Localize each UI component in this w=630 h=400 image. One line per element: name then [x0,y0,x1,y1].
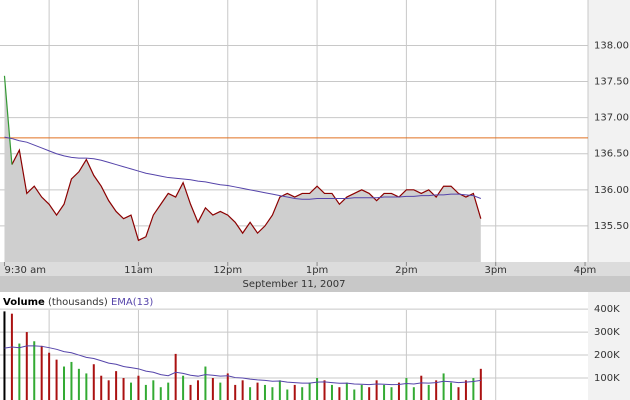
volume-bar [360,384,363,400]
volume-bar [33,341,36,400]
volume-bar [256,382,259,400]
date-band [0,276,630,292]
y-tick-label: 136.00 [594,185,629,196]
volume-bar [63,366,66,400]
volume-bar [316,378,319,400]
y-tick-label: 300K [594,327,620,338]
volume-bar [338,387,341,400]
volume-bar [293,384,296,400]
volume-bar [464,380,467,400]
volume-bar [174,353,177,400]
volume-bar [152,380,155,400]
volume-bar [241,380,244,400]
volume-bar [397,382,400,400]
legend-ema: EMA(13) [111,297,153,308]
volume-bar [226,373,229,400]
time-band [0,262,630,276]
volume-bar [129,382,132,400]
y-tick-label: 200K [594,350,620,361]
volume-bar [278,380,281,400]
volume-bar [196,380,199,400]
volume-bar [301,387,304,400]
volume-bar [330,384,333,400]
volume-title: Volume [3,297,45,308]
date-label: September 11, 2007 [243,279,346,290]
x-tick-label: 9:30 am [4,265,46,276]
volume-bar [308,382,311,400]
volume-bar [368,387,371,400]
volume-bar [10,313,13,400]
volume-bar [204,366,207,400]
volume-bar [286,389,289,400]
y-tick-label: 136.50 [594,149,629,160]
x-tick-label: 12pm [213,265,242,276]
volume-bar [122,378,125,400]
volume-bar [18,343,21,400]
volume-bar [144,384,147,400]
volume-bar [189,384,192,400]
price-area [4,75,481,262]
volume-bar [412,387,415,400]
volume-bar [472,378,475,400]
right-axis-bg [588,0,630,400]
volume-bar [77,368,80,400]
volume-bar [234,384,237,400]
volume-bar [211,378,214,400]
volume-bar [48,352,51,400]
volume-bar [3,311,6,400]
volume-bar [345,382,348,400]
y-tick-label: 137.50 [594,77,629,88]
volume-bar [353,389,356,400]
x-tick-label: 2pm [395,265,417,276]
volume-bar [263,384,266,400]
y-tick-label: 100K [594,373,620,384]
volume-bar [55,359,58,400]
price-open-segment [3,75,13,165]
volume-bar [405,378,408,400]
volume-bar [167,382,170,400]
x-tick-label: 11am [124,265,153,276]
volume-bar [159,387,162,400]
y-tick-label: 137.00 [594,113,629,124]
volume-bar [420,375,423,400]
volume-bar [435,380,438,400]
volume-bar [457,387,460,400]
y-tick-label: 138.00 [594,40,629,51]
ema-line [4,136,482,200]
volume-bar [107,380,110,400]
volume-bar [100,375,103,400]
volume-bar [70,361,73,400]
volume-bar [427,384,430,400]
volume-ema-line [4,345,481,386]
y-tick-label: 400K [594,304,620,315]
volume-subtitle: (thousands) [48,297,108,308]
volume-bar [390,387,393,400]
volume-bar [442,373,445,400]
volume-bar [375,380,378,400]
volume-bar [85,373,88,400]
volume-bar [182,375,185,400]
x-tick-label: 1pm [306,265,328,276]
volume-bar [323,380,326,400]
x-tick-label: 4pm [574,265,596,276]
volume-bar [25,332,28,400]
volume-bar [92,364,95,400]
volume-bar [271,387,274,400]
price-line [11,148,482,242]
volume-bar [249,387,252,400]
volume-header: Volume (thousands) EMA(13) [3,297,153,308]
volume-bar [219,382,222,400]
volume-bar [479,368,482,400]
volume-bar [450,382,453,400]
y-tick-label: 135.50 [594,221,629,232]
volume-bar [115,371,118,400]
volume-bar [40,345,43,400]
volume-bar [137,375,140,400]
volume-bar [383,384,386,400]
x-tick-label: 3pm [484,265,506,276]
